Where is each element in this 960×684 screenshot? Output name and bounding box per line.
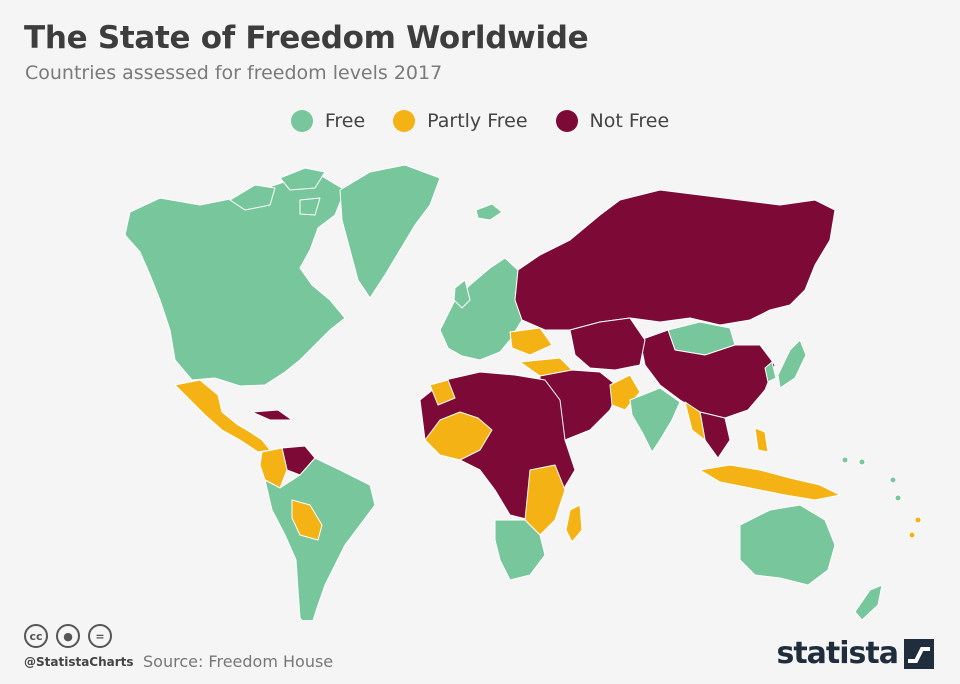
region-china	[639, 329, 776, 419]
legend-swatch-free	[290, 110, 313, 132]
region-pacific-island-4	[894, 494, 902, 502]
region-uk	[453, 279, 471, 309]
region-japan	[777, 339, 807, 389]
region-pacific-island-5	[914, 516, 922, 524]
source-label: Source: Freedom House	[143, 652, 334, 671]
region-india	[629, 387, 681, 453]
region-morocco	[429, 379, 456, 406]
statista-logo: statista	[776, 636, 934, 671]
region-colombia	[259, 447, 288, 489]
region-philippines	[754, 427, 769, 453]
region-pacific-island-6	[908, 531, 916, 539]
legend-item-partly-free: Partly Free	[393, 110, 528, 132]
region-mexico	[174, 379, 271, 453]
chart-title: The State of Freedom Worldwide	[24, 20, 589, 56]
license-icons: cc ● =	[24, 624, 112, 648]
region-south-america	[264, 457, 376, 620]
region-pacific-island-3	[889, 476, 897, 484]
region-east-africa	[524, 464, 566, 536]
region-pacific-island-2	[858, 458, 866, 466]
region-ukraine	[509, 327, 553, 356]
region-iceland	[475, 203, 503, 221]
region-arctic-islands	[229, 167, 326, 216]
region-madagascar	[565, 504, 583, 543]
region-cuba	[251, 409, 293, 421]
region-australia	[739, 504, 836, 586]
region-west-africa	[424, 411, 493, 461]
legend: Free Partly Free Not Free	[0, 110, 960, 132]
cc-icon: cc	[24, 624, 48, 648]
legend-label-not-free: Not Free	[589, 110, 670, 132]
region-central-asia	[569, 317, 646, 371]
region-new-zealand	[854, 584, 883, 620]
world-map	[124, 164, 922, 620]
no-derivatives-icon: =	[88, 624, 112, 648]
region-indonesia	[699, 464, 841, 501]
legend-swatch-partly-free	[393, 110, 416, 132]
chart-subtitle: Countries assessed for freedom levels 20…	[25, 62, 443, 84]
legend-label-free: Free	[324, 110, 366, 132]
region-russia	[514, 189, 836, 331]
brand-text: statista	[776, 636, 899, 671]
region-myanmar	[684, 401, 706, 441]
legend-swatch-not-free	[555, 110, 578, 132]
attribution-icon: ●	[56, 624, 80, 648]
region-pacific-island-1	[841, 456, 849, 464]
statista-handle: @StatistaCharts	[24, 655, 134, 669]
region-europe	[439, 257, 523, 361]
region-greenland	[339, 164, 441, 299]
legend-item-not-free: Not Free	[555, 110, 670, 132]
legend-label-partly-free: Partly Free	[427, 110, 528, 132]
legend-item-free: Free	[290, 110, 366, 132]
brand-mark-icon	[904, 638, 934, 669]
region-southern-africa	[494, 519, 546, 581]
region-korea	[764, 361, 777, 383]
region-bolivia	[291, 499, 323, 541]
